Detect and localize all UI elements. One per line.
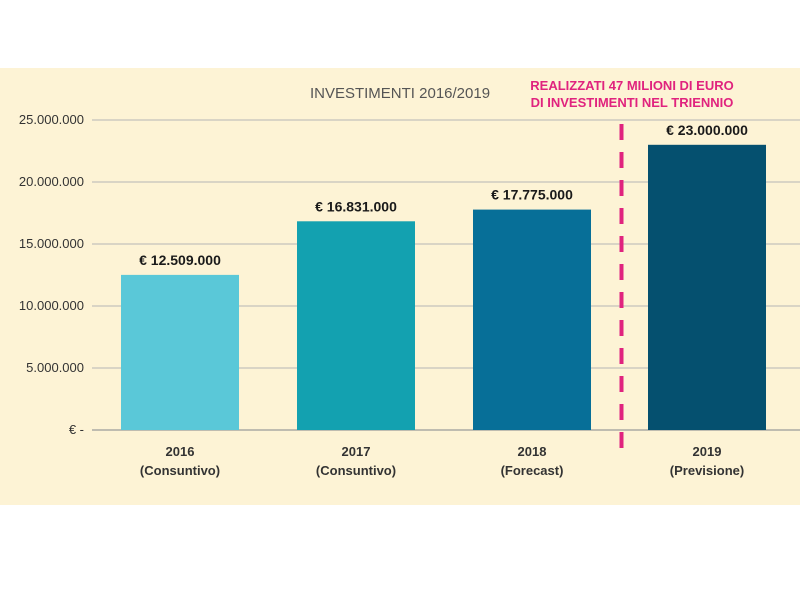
x-tick-label-note: (Forecast) (501, 463, 564, 478)
bar-2016 (121, 274, 239, 430)
bars (121, 144, 766, 431)
x-axis-categories: 2016 (Consuntivo) 2017 (Consuntivo) 2018 (For… (140, 444, 744, 478)
data-label: € 17.775.000 (491, 187, 573, 203)
x-tick-label-year: 2016 (166, 444, 195, 459)
data-labels: € 12.509.000 € 16.831.000 € 17.775.000 € 23… (139, 122, 748, 268)
y-axis-ticks: € - 5.000.000 10.000.000 15.000.000 20.000.0… (19, 112, 84, 437)
y-tick-label: 25.000.000 (19, 112, 84, 127)
x-tick-label-note: (Consuntivo) (140, 463, 220, 478)
x-tick-label-year: 2019 (693, 444, 722, 459)
x-tick-label-note: (Consuntivo) (316, 463, 396, 478)
data-label: € 12.509.000 (139, 252, 221, 268)
x-tick-label-year: 2017 (342, 444, 371, 459)
bar-2019 (648, 144, 766, 431)
bar-2018 (473, 209, 591, 430)
annotation-line-1: REALIZZATI 47 MILIONI DI EURO (530, 78, 733, 93)
data-label: € 16.831.000 (315, 198, 397, 214)
x-tick-label-note: (Previsione) (670, 463, 744, 478)
y-tick-label: 20.000.000 (19, 174, 84, 189)
chart-title: INVESTIMENTI 2016/2019 (310, 85, 490, 102)
x-tick-label-year: 2018 (518, 444, 547, 459)
y-tick-label: 15.000.000 (19, 236, 84, 251)
data-label: € 23.000.000 (666, 122, 748, 138)
bar-2017 (297, 221, 415, 430)
y-tick-label: € - (69, 422, 84, 437)
y-tick-label: 5.000.000 (26, 360, 84, 375)
y-tick-label: 10.000.000 (19, 298, 84, 313)
annotation-line-2: DI INVESTIMENTI NEL TRIENNIO (531, 95, 734, 110)
